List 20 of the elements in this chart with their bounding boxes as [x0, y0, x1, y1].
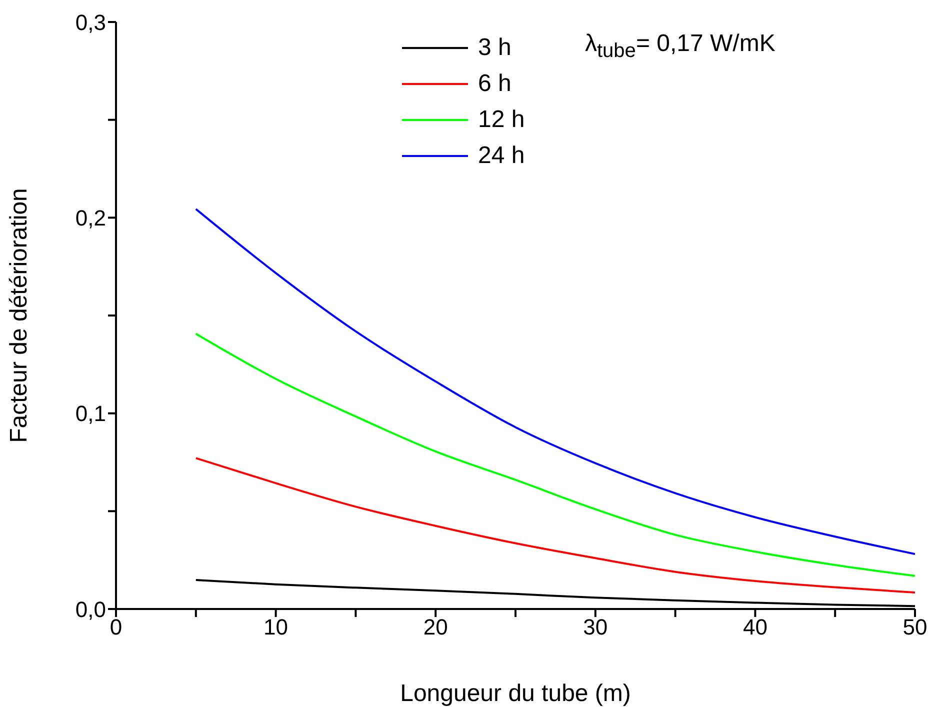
x-tick-label: 30 [583, 614, 608, 640]
y-tick-label: 0,2 [75, 205, 106, 230]
x-tick-label: 0 [110, 614, 122, 640]
x-tick-label: 10 [264, 614, 288, 640]
line-series [194, 457, 915, 594]
x-tick-label: 40 [742, 614, 768, 640]
legend-label: 24 h [478, 142, 525, 170]
annotation: λ$_{tube}$= 0,17 W/mK [585, 30, 776, 63]
line-series [194, 332, 915, 577]
y-tick-label: 0,0 [75, 596, 106, 622]
legend-label: 3 h [478, 34, 512, 62]
x-axis-title: Longueur du tube (m) [400, 680, 631, 707]
y-tick-label: 0,1 [75, 401, 106, 426]
line-series [194, 208, 915, 556]
legend-label: 12 h [478, 106, 525, 134]
x-tick-label: 20 [423, 614, 448, 640]
x-tick-label: 50 [902, 614, 928, 640]
y-axis-title: Facteur de détérioration [6, 188, 33, 443]
legend-label: 6 h [478, 70, 512, 98]
y-tick-label: 0,3 [75, 10, 106, 35]
